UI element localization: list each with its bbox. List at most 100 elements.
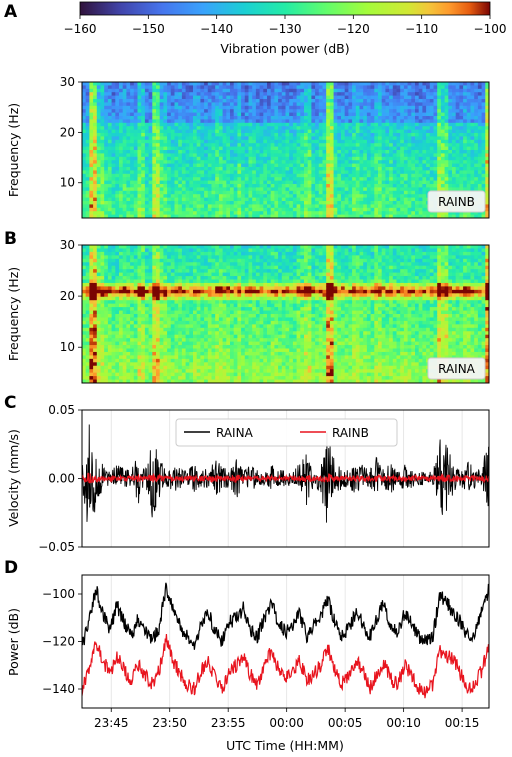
spectrogram-cell: [233, 109, 238, 113]
spectrogram-cell: [474, 173, 479, 178]
spectrogram-cell: [115, 307, 120, 311]
spectrogram-cell: [82, 286, 87, 291]
spectrogram-cell: [285, 133, 290, 137]
spectrogram-cell: [170, 194, 175, 198]
spectrogram-cell: [285, 163, 290, 168]
spectrogram-cell: [130, 345, 135, 349]
spectrogram-cell: [422, 126, 427, 130]
spectrogram-cell: [126, 255, 131, 260]
spectrogram-cell: [130, 95, 135, 100]
spectrogram-cell: [126, 282, 131, 287]
spectrogram-cell: [422, 105, 427, 110]
spectrogram-cell: [433, 116, 438, 120]
spectrogram-cell: [241, 85, 246, 90]
spectrogram-cell: [278, 173, 283, 178]
spectrogram-cell: [381, 214, 386, 218]
spectrogram-cell: [433, 187, 438, 192]
spectrogram-cell: [200, 119, 205, 124]
spectrogram-cell: [170, 173, 175, 178]
spectrogram-cell: [296, 150, 301, 154]
spectrogram-cell: [292, 207, 297, 212]
spectrogram-cell: [115, 122, 120, 127]
spectrogram-cell: [211, 126, 216, 130]
spectrogram-cell: [233, 197, 238, 202]
spectrogram-cell: [281, 119, 286, 124]
spectrogram-cell: [437, 167, 442, 171]
spectrogram-cell: [104, 310, 109, 315]
spectrogram-cell: [341, 180, 346, 185]
spectrogram-cell: [392, 133, 397, 137]
spectrogram-cell: [255, 88, 260, 93]
spectrogram-cell: [252, 82, 257, 86]
spectrogram-cell: [133, 184, 138, 188]
spectrogram-cell: [148, 173, 153, 178]
spectrogram-cell: [104, 379, 109, 383]
spectrogram-cell: [292, 173, 297, 178]
spectrogram-cell: [255, 139, 260, 144]
spectrogram-cell: [296, 122, 301, 127]
spectrogram-cell: [196, 88, 201, 93]
spectrogram-cell: [477, 102, 482, 107]
spectrogram-cell: [300, 177, 305, 181]
spectrogram-cell: [119, 105, 124, 110]
spectrogram-cell: [415, 184, 420, 188]
spectrogram-cell: [448, 139, 453, 144]
spectrogram-cell: [241, 112, 246, 117]
spectrogram-cell: [407, 85, 412, 90]
spectrogram-cell: [267, 116, 272, 120]
spectrogram-cell: [344, 139, 349, 144]
spectrogram-cell: [137, 139, 142, 144]
spectrogram-cell: [85, 365, 90, 370]
spectrogram-cell: [185, 160, 190, 164]
spectrogram-cell: [185, 85, 190, 90]
spectrogram-cell: [144, 153, 149, 158]
spectrogram-cell: [244, 146, 249, 151]
spectrogram-cell: [241, 143, 246, 147]
spectrogram-cell: [130, 105, 135, 110]
spectrogram-cell: [193, 177, 198, 181]
spectrogram-cell: [126, 211, 131, 215]
spectrogram-cell: [307, 194, 312, 198]
spectrogram-cell: [96, 345, 101, 349]
spectrogram-cell: [304, 211, 309, 215]
spectrogram-cell: [200, 204, 205, 209]
spectrogram-cell: [211, 133, 216, 137]
spectrogram-cell: [200, 156, 205, 161]
spectrogram-cell: [126, 85, 131, 90]
spectrogram-cell: [411, 116, 416, 120]
spectrogram-cell: [137, 197, 142, 202]
spectrogram-cell: [348, 136, 353, 141]
spectrogram-cell: [100, 95, 105, 100]
spectrogram-cell: [152, 184, 157, 188]
spectrogram-cell: [470, 177, 475, 181]
spectrogram-cell: [415, 156, 420, 161]
spectrogram-cell: [85, 190, 90, 195]
spectrogram-cell: [315, 102, 320, 107]
spectrogram-cell: [207, 167, 212, 171]
spectrogram-cell: [270, 204, 275, 209]
spectrogram-cell: [82, 187, 87, 192]
spectrogram-cell: [159, 139, 164, 144]
spectrogram-cell: [122, 211, 127, 215]
spectrogram-cell: [459, 184, 464, 188]
spectrogram-cell: [222, 143, 227, 147]
spectrogram-cell: [296, 88, 301, 93]
spectrogram-cell: [119, 99, 124, 103]
spectrogram-cell: [278, 204, 283, 209]
spectrogram-cell: [341, 194, 346, 198]
spectrogram-cell: [96, 300, 101, 305]
spectrogram-cell: [385, 102, 390, 107]
spectrogram-cell: [144, 99, 149, 103]
spectrogram-cell: [426, 153, 431, 158]
spectrogram-cell: [222, 129, 227, 134]
spectrogram-cell: [241, 201, 246, 205]
spectrogram-cell: [85, 184, 90, 188]
spectrogram-cell: [355, 150, 360, 154]
spectrogram-cell: [170, 119, 175, 124]
spectrogram-cell: [163, 150, 168, 154]
spectrogram-cell: [422, 204, 427, 209]
spectrogram-cell: [459, 102, 464, 107]
spectrogram-cell: [315, 136, 320, 141]
spectrogram-cell: [119, 109, 124, 113]
spectrogram-cell: [193, 201, 198, 205]
